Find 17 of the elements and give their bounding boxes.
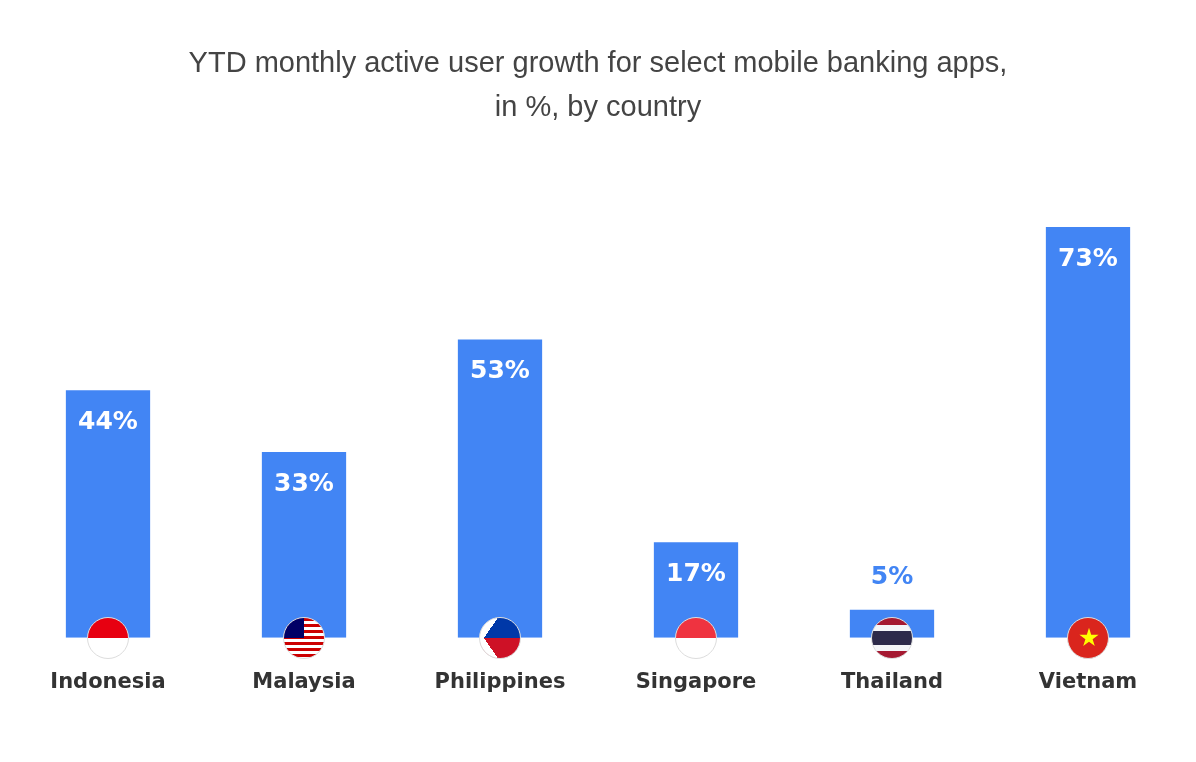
bar <box>1045 227 1131 638</box>
x-tick-label: Thailand <box>841 668 943 693</box>
bar <box>261 452 347 638</box>
bar <box>65 390 151 638</box>
data-label: 17% <box>666 557 726 587</box>
data-label: 5% <box>870 561 914 591</box>
x-tick-label: Indonesia <box>50 668 166 693</box>
x-tick-label: Philippines <box>434 668 566 693</box>
chart-title: YTD monthly active user growth for select mobile banking apps, in %, by country <box>187 45 1009 124</box>
x-tick-label: Vietnam <box>1038 668 1138 693</box>
bar <box>457 339 543 638</box>
data-label: 73% <box>1058 242 1118 272</box>
data-label: 53% <box>470 355 530 385</box>
x-tick-label: Malaysia <box>252 668 356 693</box>
data-label: 33% <box>274 467 334 497</box>
data-label: 44% <box>78 405 138 435</box>
x-tick-label: Singapore <box>635 668 757 693</box>
